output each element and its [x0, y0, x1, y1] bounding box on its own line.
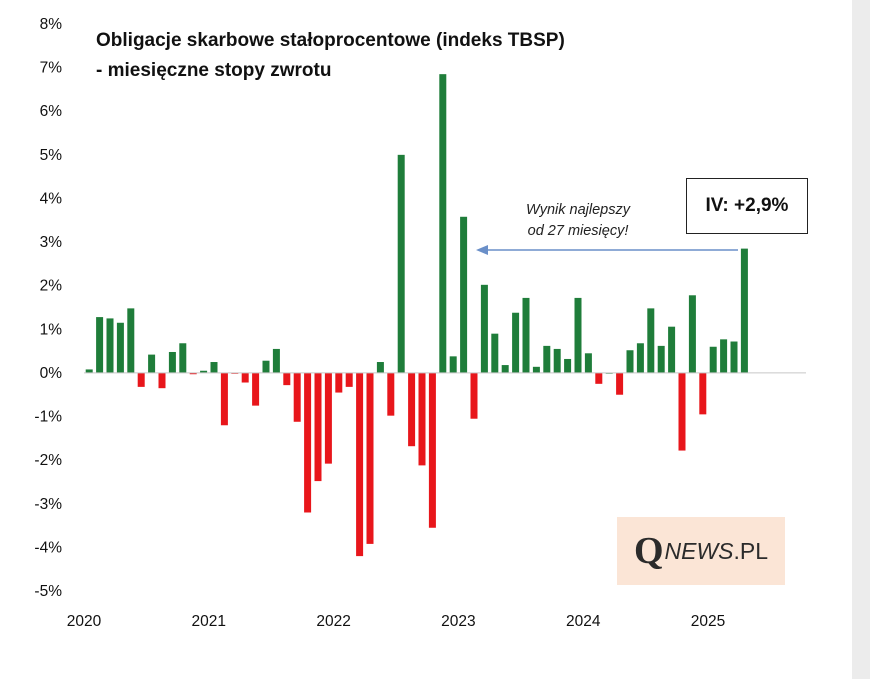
logo-suffix: .PL [733, 537, 769, 564]
bar [657, 345, 665, 373]
bar [439, 74, 447, 373]
bar [283, 372, 291, 386]
y-tick-label: 8% [40, 16, 63, 33]
bar [96, 317, 104, 373]
bar [480, 284, 488, 373]
x-axis-ticks: 2020 2021 2022 2023 2024 2025 [67, 613, 725, 630]
bar [501, 365, 509, 373]
bar-chart: 8%7%6%5%4%3%2%1%0%-1%-2%-3%-4%-5% 2020 20… [34, 16, 806, 630]
chart-title-line1: Obligacje skarbowe stałoprocentowe (inde… [96, 30, 565, 51]
chart-title-line2: - miesięczne stopy zwrotu [96, 60, 332, 81]
bar [252, 372, 260, 406]
bar [740, 248, 748, 373]
bar [293, 372, 301, 422]
bar [168, 351, 176, 373]
y-axis-ticks: 8% 7% 6% 5% 4% 3% 2% 1% 0% -1% -2% -3% -4% -5% [34, 16, 62, 600]
bar [636, 343, 644, 373]
annotation-line2: od 27 miesięcy! [527, 223, 629, 239]
bar [491, 333, 499, 373]
bar [324, 372, 332, 464]
bar [522, 297, 530, 373]
x-tick-label: 2024 [566, 613, 601, 630]
bar [376, 362, 384, 373]
bar [699, 372, 707, 415]
y-tick-label: -3% [34, 496, 62, 513]
x-tick-label: 2025 [691, 613, 725, 630]
bar [262, 360, 270, 373]
bar [668, 326, 676, 373]
bar [335, 372, 343, 393]
bar [512, 312, 520, 373]
x-tick-label: 2023 [441, 613, 475, 630]
bars [85, 74, 748, 557]
bar [210, 362, 218, 373]
bar [595, 372, 603, 384]
bar [314, 372, 322, 482]
bar [647, 308, 655, 373]
bar [584, 353, 592, 373]
bar [241, 372, 249, 383]
bar [720, 339, 728, 373]
bar [137, 372, 145, 387]
bar [106, 318, 114, 373]
bar [148, 354, 156, 373]
annotation-line1: Wynik najlepszy [526, 202, 630, 218]
chart-area: 8% 7% 6% 5% 4% 3% 2% 1% 0% -1% -2% -3% -4% -5% 2020 20… [0, 0, 852, 679]
x-tick-label: 2022 [316, 613, 350, 630]
bar [387, 372, 395, 416]
y-tick-label: 4% [40, 190, 63, 207]
bar [189, 372, 197, 375]
bar [574, 297, 582, 373]
y-tick-label: 7% [40, 60, 63, 77]
bar [418, 372, 426, 466]
bar [428, 372, 436, 528]
bar [553, 348, 561, 373]
annotation-arrow [476, 245, 738, 255]
bar [460, 216, 468, 373]
bar [543, 345, 551, 373]
bar [616, 372, 624, 395]
bar [709, 346, 717, 373]
qnews-logo: Q NEWS.PL [617, 517, 785, 585]
bar [116, 322, 124, 373]
bar [688, 295, 696, 373]
bar [272, 348, 280, 373]
bar [626, 350, 634, 373]
y-tick-label: 3% [40, 234, 63, 251]
x-tick-label: 2020 [67, 613, 102, 630]
y-tick-label: -1% [34, 409, 62, 426]
bar [85, 369, 93, 373]
bar [678, 372, 686, 451]
bar [345, 372, 353, 387]
y-tick-label: 6% [40, 103, 63, 120]
y-tick-label: 5% [40, 147, 63, 164]
bar [366, 372, 374, 544]
y-tick-label: 1% [40, 321, 63, 338]
logo-q: Q [633, 530, 664, 572]
bar [564, 358, 572, 373]
bar [730, 341, 738, 373]
bar [200, 370, 208, 373]
y-tick-label: -2% [34, 452, 62, 469]
right-margin-strip [852, 0, 870, 679]
bar [220, 372, 228, 426]
bar [449, 356, 457, 373]
y-tick-label: 0% [40, 365, 63, 382]
logo-news: NEWS [664, 537, 734, 564]
x-tick-label: 2021 [192, 613, 226, 630]
annotation-text: Wynik najlepszy od 27 miesięcy! [498, 200, 658, 242]
bar [397, 154, 405, 373]
y-tick-label: 2% [40, 278, 63, 295]
y-tick-label: -4% [34, 539, 62, 556]
callout-box: IV: +2,9% [686, 178, 808, 234]
bar [158, 372, 166, 389]
bar [304, 372, 312, 513]
y-tick-label: -5% [34, 583, 62, 600]
bar [179, 343, 187, 373]
bar [356, 372, 364, 557]
bar [127, 308, 135, 373]
bar [470, 372, 478, 419]
bar [532, 366, 540, 373]
bar [408, 372, 416, 447]
